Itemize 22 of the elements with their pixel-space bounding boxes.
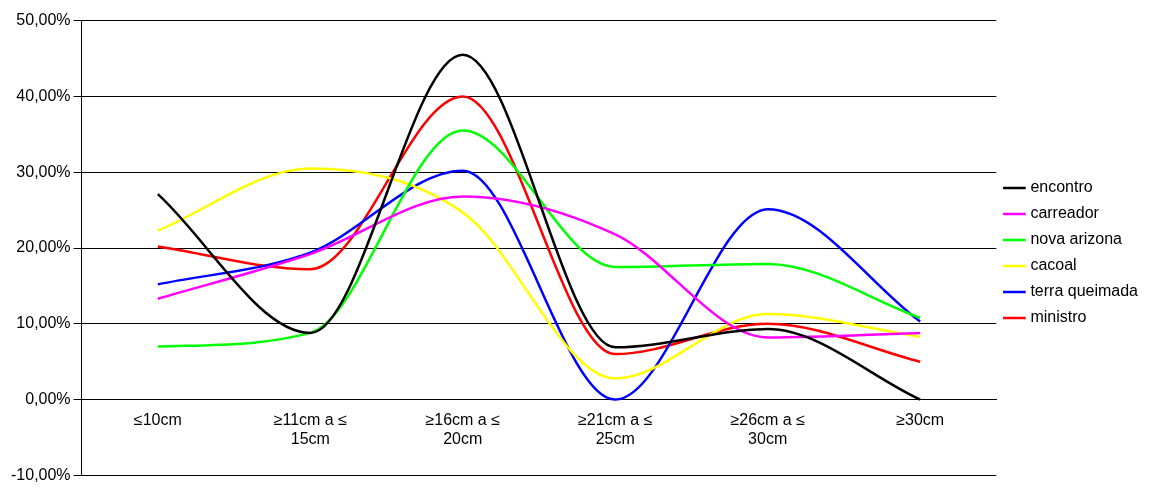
line-series (156, 95, 922, 363)
legend-label: carreador (1030, 204, 1100, 222)
legend-label: terra queimada (1030, 282, 1139, 300)
y-tick-label: 20,00% (16, 238, 71, 256)
x-tick-label: ≥11cm a ≤ 15cm (273, 410, 348, 447)
y-tick-label: 50,00% (16, 11, 71, 29)
x-tick-label: ≤10cm (133, 410, 182, 428)
x-tick-label: ≥16cm a ≤ 20cm (425, 410, 501, 447)
legend-label: cacoal (1030, 256, 1077, 274)
legend-label: nova arizona (1030, 230, 1123, 248)
line-series (156, 195, 922, 339)
y-tick-label: 40,00% (16, 86, 71, 104)
y-tick-label: 10,00% (16, 314, 71, 332)
y-tick-label: 30,00% (16, 162, 71, 180)
x-tick-label: ≥30cm (896, 410, 945, 428)
x-tick-label: ≥21cm a ≤ 25cm (577, 410, 653, 447)
line-series (156, 129, 922, 348)
y-tick-label: 0,00% (25, 390, 71, 408)
legend-label: encontro (1030, 178, 1093, 196)
legend-label: ministro (1030, 308, 1087, 326)
x-tick-label: ≥26cm a ≤ 30cm (730, 410, 806, 447)
y-tick-label: -10,00% (11, 465, 71, 483)
